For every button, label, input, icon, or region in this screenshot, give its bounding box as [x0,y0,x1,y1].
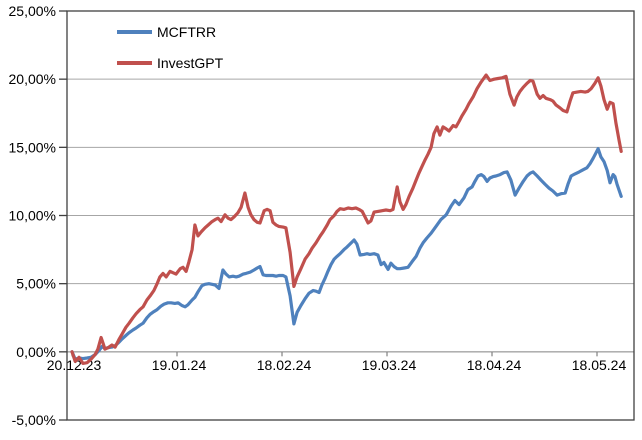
y-axis-label: 15,00% [9,139,56,155]
legend-investgpt-label: InvestGPT [157,55,224,71]
x-axis-label: 18.05.24 [572,357,627,373]
gridlines [67,78,634,353]
y-axis-label: 10,00% [9,208,56,224]
mcftrr-line [70,147,623,361]
y-axis-label: -5,00% [12,412,56,428]
x-axis-label: 18.02.24 [257,357,312,373]
axis-labels: 25,00% 20,00% 15,00% 10,00% 5,00% 0,00% -5,00%… [9,3,627,428]
y-axis-label: 5,00% [16,276,56,292]
x-axis-label: 19.01.24 [152,357,207,373]
investgpt-line [70,73,623,365]
y-axis-label: 20,00% [9,71,56,87]
data-series [70,73,623,365]
y-axis-label: 25,00% [9,3,56,19]
legend-mcftrr-label: MCFTRR [157,24,216,40]
x-axis-label: 19.03.24 [362,357,417,373]
legend: MCFTRR InvestGPT [117,24,224,71]
y-axis-label: 0,00% [16,344,56,360]
x-axis-label: 18.04.24 [467,357,522,373]
